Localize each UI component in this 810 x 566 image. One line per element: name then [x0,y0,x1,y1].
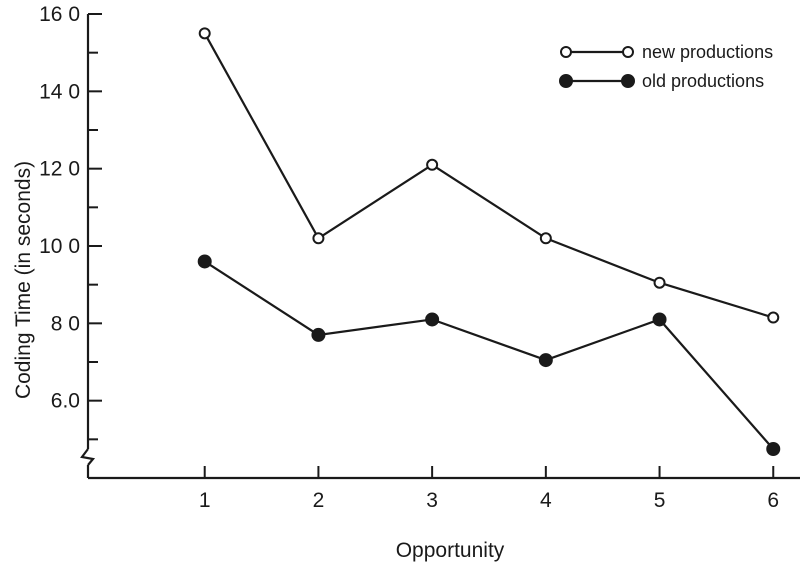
y-tick-label: 14 0 [39,80,80,103]
series-line [204,260,775,450]
y-tick-label: 8 0 [51,312,80,335]
data-point [311,327,326,342]
y-ticks: 6.0 8 0 10 0 12 0 14 0 16 0 [39,3,102,441]
x-tick-label: 3 [426,489,438,512]
x-tick-label: 4 [540,489,552,512]
y-tick-label: 10 0 [39,235,80,258]
x-axis-title: Opportunity [396,539,505,562]
data-point [426,158,439,171]
data-point [197,254,212,269]
data-point [767,311,780,324]
legend-marker [559,74,573,88]
legend-marker [622,46,634,58]
data-point [538,353,553,368]
data-point [198,27,211,40]
data-point [312,232,325,245]
x-tick-label: 2 [313,489,325,512]
y-tick-label: 6.0 [51,390,80,413]
x-ticks: 1 2 3 4 5 6 [199,466,779,512]
legend-label: old productions [642,71,764,91]
axes: 6.0 8 0 10 0 12 0 14 0 16 0 1 2 3 4 5 6 [39,3,800,512]
x-tick-label: 6 [767,489,779,512]
series-new-productions [198,27,780,324]
y-tick-label: 16 0 [39,3,80,26]
legend-item: new productions [560,42,773,62]
legend: new productions old productions [559,42,773,91]
y-axis-break-mark [80,448,96,466]
y-tick-label: 12 0 [39,158,80,181]
data-point [653,276,666,289]
data-point [652,312,667,327]
series-old-productions [197,254,781,456]
legend-label: new productions [642,42,773,62]
series-layer [197,27,781,456]
data-point [425,312,440,327]
legend-marker [560,46,572,58]
y-axis-title: Coding Time (in seconds) [12,161,35,399]
x-tick-label: 5 [654,489,666,512]
data-point [539,232,552,245]
x-tick-label: 1 [199,489,211,512]
series-line [203,32,774,319]
legend-item: old productions [559,71,764,91]
legend-marker [621,74,635,88]
data-point [766,442,781,456]
